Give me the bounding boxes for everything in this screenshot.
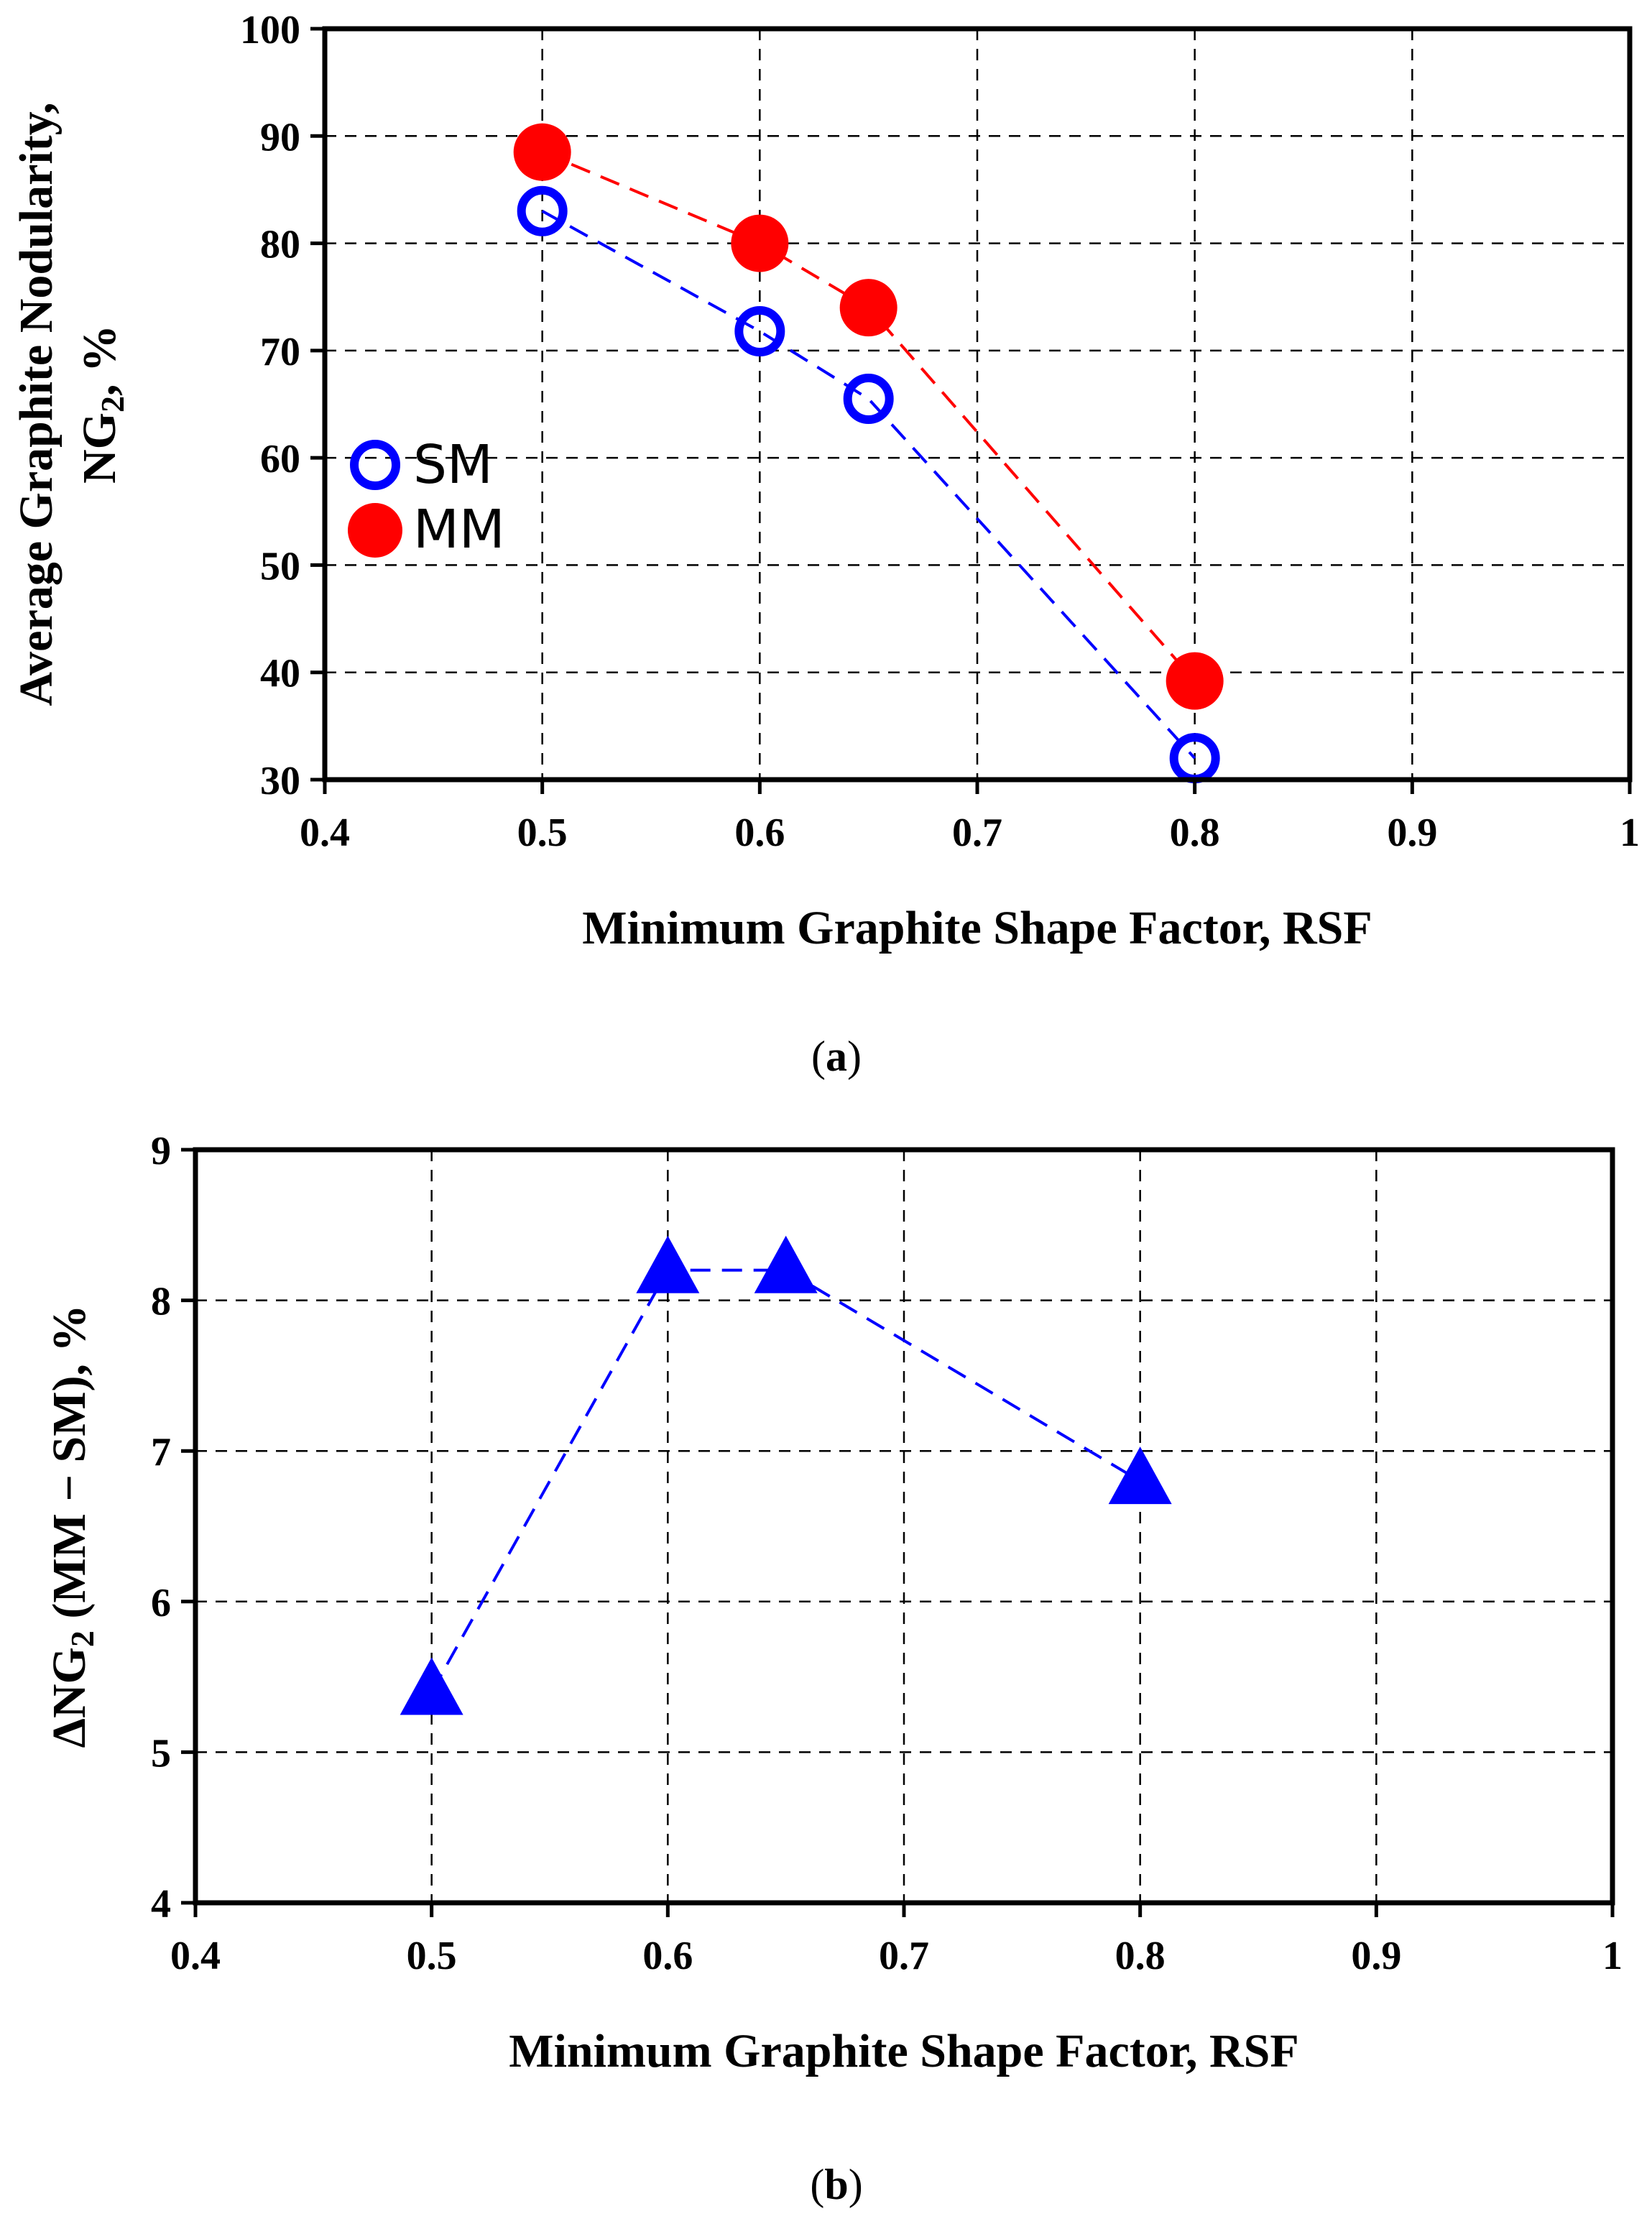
y-axis-label-a-subscript: 2 <box>94 396 131 412</box>
data-point-triangle <box>754 1235 818 1293</box>
y-tick-label: 4 <box>151 1882 171 1927</box>
y-axis-label-b-main: ΔNG <box>43 1647 96 1748</box>
legend-label-sm: SM <box>413 434 493 496</box>
plot-frame-b <box>193 1147 1615 1906</box>
y-tick-label: 8 <box>151 1280 171 1324</box>
y-tick-label: 40 <box>260 652 300 696</box>
data-point-mm <box>513 123 571 181</box>
series-lines-a <box>541 150 1196 760</box>
x-tick-label: 0.4 <box>300 811 350 855</box>
legend-marker-mm <box>348 503 402 558</box>
series-line-sm <box>541 210 1196 760</box>
y-axis-label-a-tail: , % <box>73 325 126 396</box>
x-tick-label: 0.8 <box>1115 1934 1166 1978</box>
y-tick-labels-a: 30 40 50 60 70 80 90 100 <box>240 8 325 803</box>
data-points-a <box>513 123 1224 784</box>
y-tick-label: 5 <box>151 1731 171 1776</box>
grid-a <box>325 29 1630 780</box>
x-tick-label: 1 <box>1602 1934 1623 1978</box>
y-tick-label: 7 <box>151 1430 171 1475</box>
x-tick-label: 0.7 <box>879 1934 929 1978</box>
x-tick-label: 0.6 <box>734 811 785 855</box>
x-tick-label: 0.7 <box>952 811 1002 855</box>
data-point-sm <box>734 305 785 356</box>
y-tick-label: 80 <box>260 223 300 267</box>
data-point-mm <box>1166 652 1224 710</box>
data-point-sm <box>843 374 894 425</box>
y-tick-label: 50 <box>260 544 300 589</box>
legend-label-mm: MM <box>413 499 505 560</box>
caption-a: (a) <box>811 1033 862 1080</box>
x-tick-label: 0.5 <box>517 811 568 855</box>
x-tick-label: 0.9 <box>1387 811 1437 855</box>
x-tick-label: 0.9 <box>1351 1934 1401 1978</box>
data-point-triangle <box>400 1657 463 1715</box>
y-tick-label: 70 <box>260 330 300 374</box>
y-axis-label-b: ΔNG2 (MM − SM), % <box>43 1304 101 1748</box>
panel-b: 0.4 0.5 0.6 0.7 0.8 0.9 1 4 5 6 7 8 9 Minimum Graph… <box>43 1129 1623 2208</box>
y-tick-label: 30 <box>260 759 300 803</box>
y-tick-label: 100 <box>240 8 300 52</box>
y-axis-label-b-subscript: 2 <box>64 1630 101 1647</box>
y-axis-label-b-tail: (MM − SM), % <box>43 1304 96 1630</box>
x-tick-labels-a: 0.4 0.5 0.6 0.7 0.8 0.9 1 <box>300 780 1640 855</box>
caption-b-letter: b <box>824 2161 848 2208</box>
x-tick-label: 1 <box>1620 811 1640 855</box>
data-point-sm <box>517 185 568 236</box>
x-tick-labels-b: 0.4 0.5 0.6 0.7 0.8 0.9 1 <box>170 1903 1623 1978</box>
y-tick-labels-b: 4 5 6 7 8 9 <box>151 1129 195 1927</box>
series-line-mm <box>541 150 1196 682</box>
y-tick-label: 9 <box>151 1129 171 1173</box>
x-axis-label-b: Minimum Graphite Shape Factor, RSF <box>509 2025 1298 2077</box>
series-lines-b <box>430 1268 1141 1693</box>
data-point-mm <box>839 279 897 337</box>
data-point-triangle <box>636 1235 700 1293</box>
x-axis-label-a: Minimum Graphite Shape Factor, RSF <box>582 902 1372 954</box>
y-tick-label: 60 <box>260 437 300 481</box>
x-tick-label: 0.6 <box>642 1934 693 1978</box>
x-tick-label: 0.8 <box>1170 811 1220 855</box>
legend-a: SM MM <box>348 434 505 560</box>
y-axis-label-a-line1: Average Graphite Nodularity, <box>10 102 63 706</box>
legend-marker-sm <box>350 440 400 490</box>
y-axis-label-a-line2: NG2, % <box>73 325 131 484</box>
y-tick-label: 6 <box>151 1581 171 1625</box>
panel-a: 0.4 0.5 0.6 0.7 0.8 0.9 1 30 40 50 60 70 80 90 100 Mi… <box>10 8 1640 1080</box>
grid-b <box>195 1150 1612 1903</box>
x-tick-label: 0.5 <box>407 1934 457 1978</box>
y-axis-label-a-main: NG <box>73 412 126 484</box>
caption-b: (b) <box>810 2161 862 2208</box>
caption-a-letter: a <box>826 1033 847 1080</box>
data-points-b <box>400 1235 1172 1715</box>
y-tick-label: 90 <box>260 115 300 160</box>
x-tick-label: 0.4 <box>170 1934 221 1978</box>
data-point-triangle <box>1108 1446 1172 1505</box>
series-line-δng2 <box>430 1268 1141 1693</box>
data-point-mm <box>731 214 789 272</box>
